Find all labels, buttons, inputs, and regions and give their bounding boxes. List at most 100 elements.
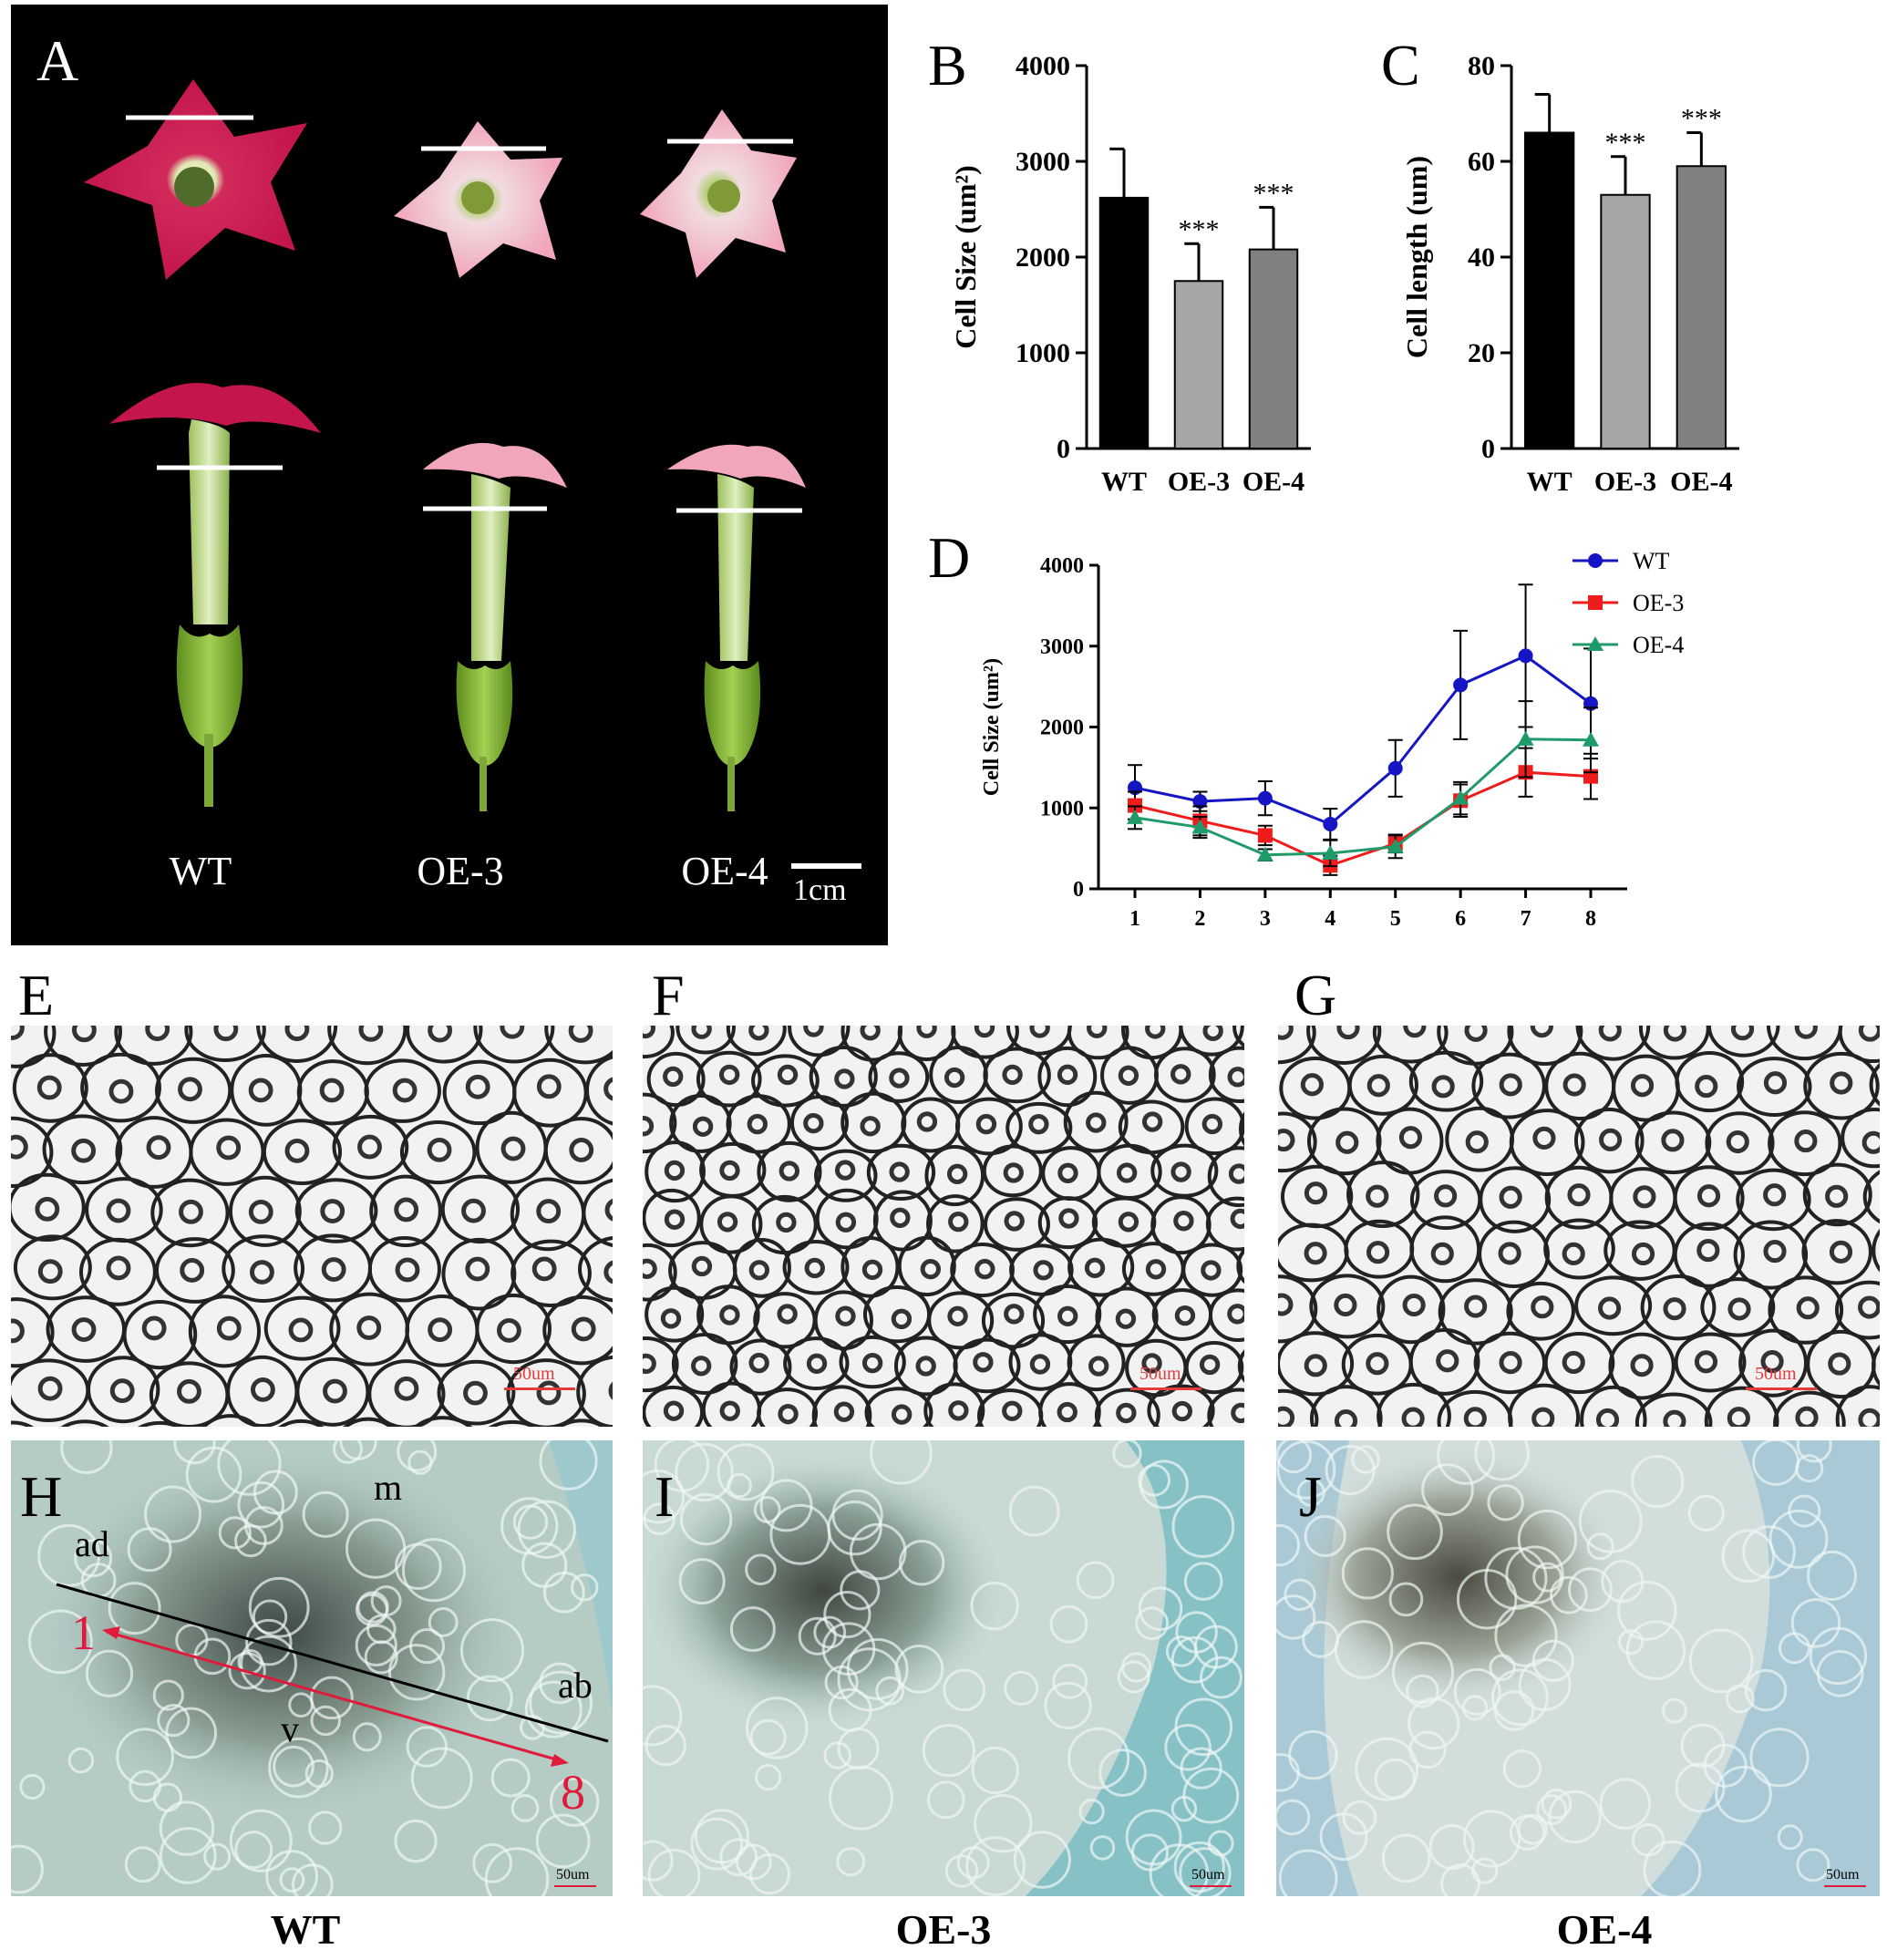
panel-g-micrograph [1278, 1026, 1880, 1427]
parenchyma-cell [388, 1644, 446, 1701]
cell-outline [1377, 1382, 1451, 1427]
cell-outline [643, 1026, 675, 1059]
cell-nucleus [1727, 1407, 1750, 1427]
cell-nucleus [1199, 1354, 1221, 1376]
cell-nucleus [1465, 1130, 1489, 1154]
parenchyma-cell [152, 1679, 184, 1711]
parenchyma-cell [926, 1780, 965, 1820]
parenchyma-cell [1816, 1649, 1864, 1697]
cell-outline [262, 1119, 343, 1185]
cell-nucleus [109, 1378, 135, 1404]
cell-outline [154, 1057, 232, 1124]
parenchyma-cell [736, 1843, 772, 1881]
y-tick-label: 4000 [1040, 554, 1084, 578]
parenchyma-cell [1421, 1463, 1474, 1517]
cell-outline [369, 1174, 442, 1248]
parenchyma-cell [308, 1810, 343, 1845]
cell-nucleus [776, 1212, 797, 1233]
parenchyma-cell [144, 1485, 202, 1543]
cell-nucleus [1795, 1406, 1819, 1427]
y-tick-label: 2000 [1040, 717, 1084, 740]
x-tick-label: 8 [1585, 907, 1596, 931]
cell-nucleus [889, 1068, 910, 1088]
cell-nucleus [973, 1352, 994, 1373]
cell-outline [1574, 1275, 1653, 1336]
cell-nucleus [1828, 1352, 1851, 1376]
cell-outline [1673, 1165, 1745, 1232]
parenchyma-cell [813, 1615, 847, 1649]
cell-nucleus [1029, 1354, 1051, 1375]
parenchyma-cell [678, 1558, 726, 1605]
data-point [1257, 828, 1273, 843]
cell-nucleus [1173, 1211, 1194, 1232]
bar-oe-3 [1173, 280, 1224, 449]
cell-outline [1634, 1392, 1713, 1427]
parenchyma-cell [1806, 1550, 1858, 1601]
cell-outline [78, 1237, 157, 1306]
parenchyma-cell [364, 1640, 398, 1675]
cell-nucleus [1696, 1184, 1721, 1208]
parenchyma-cell [410, 1747, 473, 1810]
cell-nucleus [1598, 1026, 1622, 1042]
cell-nucleus [1562, 1242, 1585, 1265]
cell-nucleus [180, 1258, 205, 1283]
parenchyma-cell [1183, 1562, 1223, 1601]
cell-outline [1232, 1026, 1244, 1048]
parenchyma-cell [60, 1440, 113, 1474]
cell-nucleus [1567, 1183, 1591, 1207]
cell-nucleus [603, 1260, 613, 1284]
cell-nucleus [1696, 1238, 1720, 1263]
significance-mark: *** [1605, 128, 1646, 158]
cell-nucleus [1029, 1026, 1050, 1038]
y-tick-label: 1000 [1016, 338, 1070, 368]
parenchyma-cell [268, 1737, 329, 1799]
cell-outline [1153, 1047, 1216, 1103]
cell-outline [1478, 1220, 1550, 1289]
cell-nucleus [915, 1356, 936, 1377]
cell-outline [1862, 1170, 1880, 1224]
parenchyma-cell [11, 1844, 44, 1894]
series-line [1134, 654, 1592, 826]
cell-nucleus [35, 1196, 60, 1222]
parenchyma-cell [679, 1492, 733, 1546]
cell-outline [1037, 1196, 1098, 1250]
parenchyma-cell [472, 1842, 513, 1883]
bar-wt [1524, 131, 1575, 449]
cell-nucleus [37, 1259, 63, 1284]
cell-outline [1834, 1280, 1880, 1340]
cell-nucleus [1087, 1026, 1108, 1038]
cell-outline [1471, 1052, 1546, 1119]
series-oe-4 [1127, 700, 1599, 868]
cell-nucleus [916, 1026, 937, 1038]
cell-nucleus [664, 1160, 686, 1181]
cell-nucleus [463, 1380, 488, 1406]
cell-nucleus [946, 1163, 968, 1184]
cell-nucleus [395, 1257, 420, 1283]
parenchyma-cell [1170, 1635, 1219, 1684]
parenchyma-cell [500, 1497, 559, 1555]
parenchyma-cell [1541, 1788, 1572, 1820]
cell-nucleus [323, 1378, 347, 1404]
scale-label-j: 50um [1826, 1867, 1860, 1883]
parenchyma-cell [1304, 1514, 1346, 1557]
parenchyma-cell [745, 1553, 777, 1585]
cell-nucleus [1174, 1305, 1196, 1326]
cell-nucleus [531, 1256, 557, 1282]
cell-outline [1181, 1243, 1243, 1297]
y-tick-label: 3000 [1040, 635, 1084, 659]
parenchyma-cell [823, 1590, 871, 1639]
cell-nucleus [37, 1376, 63, 1401]
cell-outline [789, 1095, 849, 1151]
cell-nucleus [1499, 1185, 1522, 1209]
cell-nucleus [1002, 1400, 1023, 1421]
flower-label-oe4: OE-4 [681, 849, 768, 893]
parenchyma-cell [870, 1440, 933, 1485]
cell-nucleus [974, 1026, 995, 1038]
parenchyma-cell [28, 1609, 93, 1675]
cell-outline [1005, 1101, 1073, 1154]
panel-label-h: H [20, 1464, 63, 1529]
panel-label-f: F [652, 963, 685, 1027]
cell-outline [201, 1414, 260, 1427]
parenchyma-cell [769, 1503, 831, 1565]
legend-label: OE-3 [1633, 590, 1684, 616]
